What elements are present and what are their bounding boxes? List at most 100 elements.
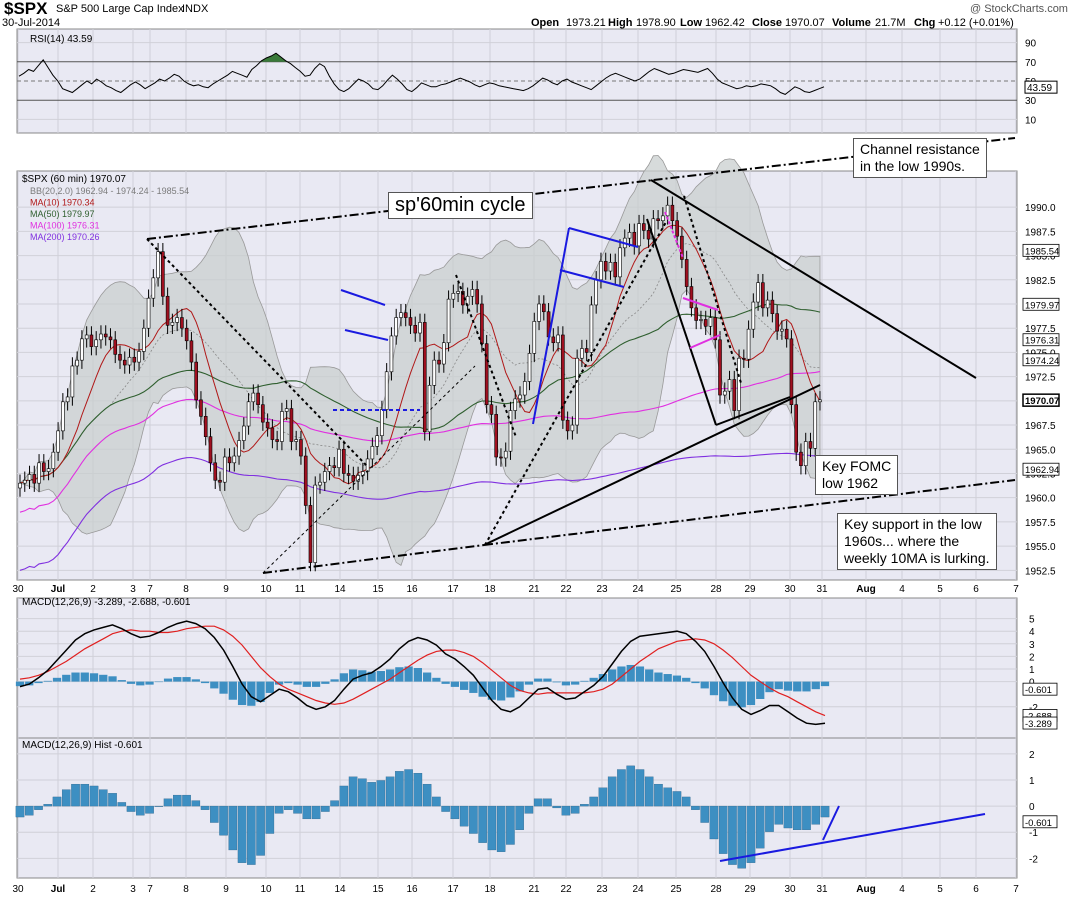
- price-x-label: 3: [130, 584, 136, 595]
- hist-bar: [487, 805, 497, 851]
- price-tick-label: 1972.5: [1025, 373, 1056, 384]
- candle-body: [432, 359, 437, 386]
- hist-title: MACD(12,26,9) Hist -0.601: [22, 740, 143, 751]
- candle-body: [594, 279, 598, 306]
- rsi-tick-label: 70: [1025, 58, 1037, 69]
- macd-hist-bar: [589, 677, 598, 682]
- hist-bar: [700, 805, 709, 823]
- macd-hist-bar: [136, 681, 145, 686]
- price-tag-label: 1970.07: [1025, 396, 1059, 407]
- macd-tick-label: 2: [1029, 652, 1035, 663]
- hist-bar: [626, 765, 635, 807]
- candle-body: [713, 317, 718, 341]
- candle-body: [618, 247, 622, 278]
- candle-body: [575, 357, 579, 426]
- rsi-line: [18, 52, 825, 95]
- price-x-label: 30: [784, 584, 796, 595]
- key-support-annotation: Key support in the low 1960s... where th…: [837, 513, 997, 570]
- hist-bar: [52, 796, 62, 807]
- candle-body: [232, 455, 237, 464]
- candle-body: [794, 404, 798, 453]
- candle-body: [542, 303, 546, 313]
- macd-hist-bar: [506, 681, 515, 698]
- price-tick-label: 1990.0: [1025, 203, 1056, 214]
- symbol: $SPX: [4, 0, 48, 18]
- hist-bar: [237, 805, 247, 863]
- price-x-label: 29: [744, 584, 756, 595]
- hist-bar: [71, 783, 80, 807]
- hist-x-label: 10: [260, 884, 272, 895]
- macd-hist-bar: [571, 681, 580, 685]
- macd-hist-bar: [311, 681, 321, 687]
- macd-line: [19, 620, 826, 726]
- volume-label: Volume: [832, 17, 871, 29]
- channel-support-line: [483, 479, 1016, 546]
- macd-hist-bar: [219, 681, 228, 694]
- close-value: 1970.07: [785, 17, 825, 29]
- macd-hist-bar: [543, 678, 552, 682]
- price-x-label: 18: [484, 584, 496, 595]
- candle-body: [127, 356, 132, 366]
- rsi-tick-label: 30: [1025, 96, 1037, 107]
- candle-body: [451, 293, 456, 300]
- price-x-label: 31: [816, 584, 828, 595]
- price-legend-entry: MA(10) 1970.34: [30, 198, 95, 208]
- macd-hist-bar: [154, 681, 163, 683]
- hist-bar: [321, 805, 330, 812]
- macd-hist-bar: [163, 678, 173, 682]
- candle-body: [527, 353, 532, 382]
- candle-body: [389, 335, 394, 373]
- candle-body: [522, 381, 527, 396]
- macd-hist-bar: [765, 681, 774, 693]
- candle-body: [27, 474, 32, 481]
- high-label: High: [608, 17, 633, 29]
- macd-hist-bar: [728, 681, 737, 706]
- hist-x-label: 14: [334, 884, 346, 895]
- hist-x-label: 30: [784, 884, 796, 895]
- candle-body: [808, 441, 813, 449]
- candle-body: [818, 399, 822, 403]
- macd-hist-bar: [617, 666, 626, 682]
- hist-bar: [15, 805, 25, 818]
- candle-body: [670, 204, 675, 222]
- candle-body: [642, 223, 646, 231]
- hist-tick-label: -1: [1029, 828, 1038, 839]
- candle-body: [84, 334, 89, 340]
- index-name: S&P 500 Large Cap Index: [56, 3, 184, 15]
- hist-bar: [339, 785, 349, 807]
- resistance-trendline: [650, 179, 977, 379]
- candle-body: [51, 451, 56, 469]
- candle-body: [32, 474, 37, 484]
- candle-body: [113, 339, 118, 355]
- candle-body: [42, 462, 46, 472]
- open-label: Open: [531, 17, 560, 29]
- candle-body: [56, 430, 60, 453]
- macd-hist-bar: [265, 681, 274, 693]
- hist-upturn-line: [822, 805, 840, 841]
- chart-header: $SPX S&P 500 Large Cap Index INDX 30-Jul…: [0, 0, 1075, 30]
- macd-hist-bar: [173, 677, 182, 682]
- candle-body: [289, 408, 294, 442]
- candle-body: [346, 473, 351, 476]
- hist-bar: [330, 800, 339, 807]
- candle-body: [356, 475, 360, 482]
- candle-body: [584, 348, 589, 353]
- macd-hist-bar: [450, 681, 460, 687]
- cycle-descent-3: [683, 195, 742, 384]
- macd-hist-bar: [793, 681, 802, 692]
- hist-bar: [154, 805, 164, 807]
- hist-x-label: 8: [183, 884, 189, 895]
- hist-bar: [496, 805, 506, 852]
- price-x-label: 4: [899, 584, 905, 595]
- macd-hist-bar: [200, 681, 210, 684]
- price-x-label: 23: [596, 584, 608, 595]
- hist-bar: [783, 805, 793, 829]
- candle-body: [237, 440, 241, 457]
- price-tag-label: 1985.54: [1025, 246, 1059, 257]
- hist-bar: [820, 805, 830, 818]
- hist-bar: [284, 805, 293, 810]
- macd-hist-bar: [191, 679, 200, 682]
- hist-x-label: 15: [372, 884, 384, 895]
- cycle-annotation: sp'60min cycle: [388, 192, 533, 219]
